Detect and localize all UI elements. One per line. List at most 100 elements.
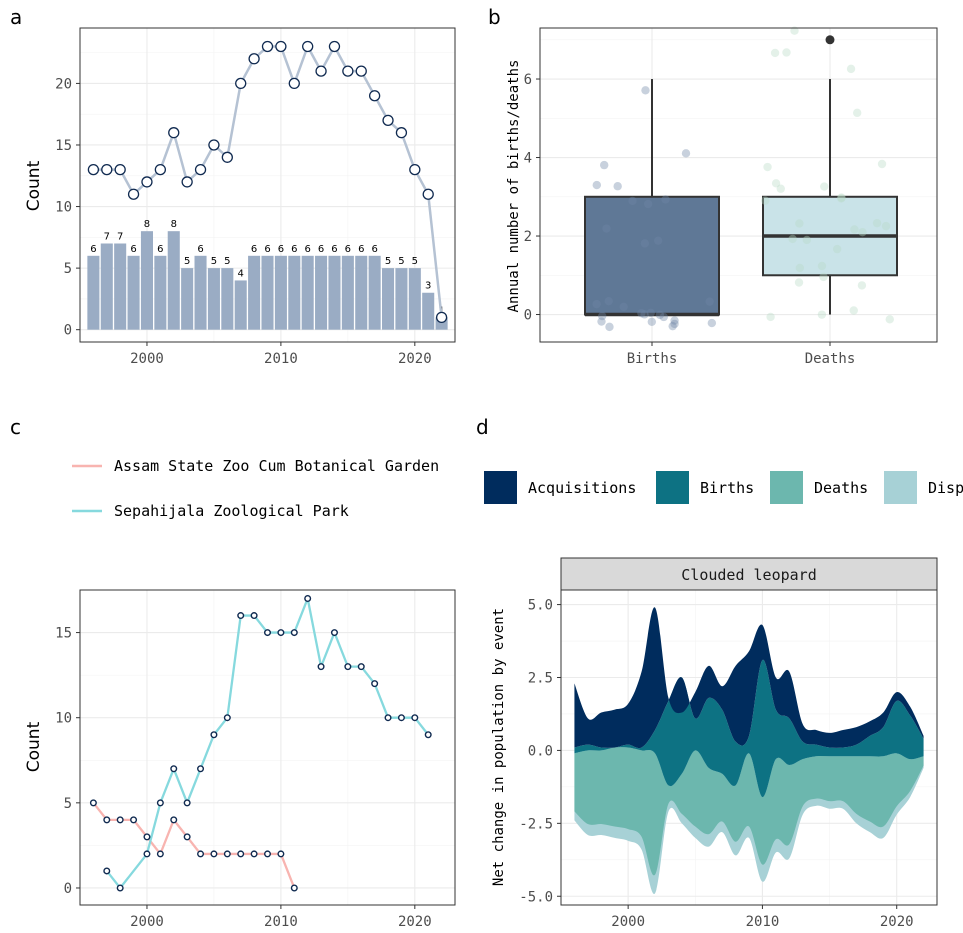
- panel-a-bar: [301, 255, 314, 330]
- panel-b-ytick-label: 0: [524, 308, 532, 324]
- panel-c-panel-border: [79, 589, 456, 906]
- panel-a-point: [235, 77, 247, 90]
- panel-b-jitter-point: [837, 193, 846, 202]
- panel-c-point: [237, 612, 245, 620]
- panel-a-bar: [328, 255, 341, 330]
- panel-a-point: [288, 77, 300, 90]
- panel-a-point: [395, 127, 408, 139]
- panel-a-bar-label: 7: [104, 231, 110, 242]
- panel-b-chart: 0 2 4 6 Births Deaths Annual number of births/…: [506, 26, 938, 367]
- panel-d-xtick-label: 2000: [611, 914, 645, 930]
- panel-a-point: [261, 40, 274, 53]
- panel-b-jitter-point: [817, 261, 827, 271]
- panel-a-bar: [194, 255, 207, 330]
- panel-b-jitter-point: [766, 312, 775, 322]
- panel-b-jitter-point: [790, 26, 799, 35]
- panel-a-bar-label: 3: [425, 281, 431, 292]
- panel-b-outlier: [825, 35, 835, 45]
- panel-a-point: [355, 65, 367, 77]
- panel-c-point: [424, 731, 432, 739]
- panel-c-point: [89, 799, 97, 807]
- panel-a-bar: [87, 255, 100, 330]
- panel-b-jitter-point: [605, 322, 614, 332]
- panel-b-jitter-point: [776, 184, 785, 193]
- panel-a-point: [221, 151, 233, 163]
- panel-d-ytick-label: 5.0: [528, 598, 553, 614]
- panel-c-point: [317, 663, 325, 671]
- panel-c-chart: Assam State Zoo Cum Botanical Garden Sepa…: [24, 457, 456, 930]
- panel-b-ytick-label: 6: [524, 72, 532, 88]
- panel-a-bar: [114, 243, 127, 330]
- panel-a-bar-label: 6: [331, 244, 337, 255]
- panel-a-point: [275, 40, 287, 53]
- panel-b-jitter-point: [653, 236, 663, 245]
- panel-c-point: [237, 850, 245, 858]
- panel-c-point: [156, 799, 164, 807]
- panel-c-ylabel: Count: [24, 721, 44, 772]
- panel-c-ytick-label: 5: [64, 796, 72, 812]
- panel-a-bar: [167, 231, 180, 330]
- panel-c-series-line: [105, 594, 430, 890]
- panel-b-jitter-point: [597, 311, 607, 321]
- panel-b-jitter-point: [850, 225, 859, 234]
- panel-a-point: [315, 65, 327, 77]
- panel-a-point: [114, 163, 126, 176]
- panel-c-point: [103, 816, 111, 824]
- panel-a-bar: [234, 280, 247, 330]
- panel-a-ytick-label: 20: [55, 76, 72, 92]
- panel-b-jitter-point: [846, 64, 856, 74]
- panel-b-jitter-point: [763, 162, 772, 172]
- panel-b-jitter-point: [788, 234, 797, 244]
- panel-c-point: [304, 595, 312, 603]
- panel-a-point: [342, 65, 354, 77]
- panel-c-xtick-label: 2020: [398, 914, 432, 930]
- panel-d-area-acquisitions: [574, 607, 924, 749]
- panel-a-bar: [140, 231, 153, 330]
- panel-a-bar: [368, 255, 381, 330]
- panel-a-bar: [261, 255, 274, 330]
- panel-b-jitter-point: [872, 218, 882, 228]
- panel-c-point: [130, 816, 138, 824]
- panel-b-jitter-point: [820, 182, 829, 191]
- panel-b-jitter-point: [668, 321, 677, 331]
- panel-a-point: [154, 163, 167, 176]
- panel-b-jitter-point: [659, 312, 668, 322]
- panel-a-point: [409, 163, 421, 176]
- panel-c-xtick-label: 2000: [130, 914, 164, 930]
- panel-d-ytick-label: -2.5: [519, 816, 553, 832]
- panel-a-bar: [248, 255, 261, 330]
- panel-c-point: [143, 850, 151, 858]
- panel-b-jitter-point: [705, 297, 714, 306]
- panel-a-bar-label: 5: [412, 256, 418, 267]
- panel-c-point: [210, 850, 218, 858]
- panel-letter-c: c: [10, 415, 21, 439]
- panel-a-bar-label: 4: [238, 268, 244, 279]
- panel-c-point: [250, 850, 258, 858]
- panel-b-jitter-point: [795, 263, 805, 273]
- panel-b-ytick-label: 2: [524, 229, 532, 245]
- panel-b-jitter-point: [877, 159, 887, 169]
- panel-c-point: [411, 714, 419, 722]
- panel-b-jitter-point: [858, 227, 867, 237]
- panel-b-jitter-point: [849, 306, 858, 315]
- panel-c-point: [384, 714, 392, 722]
- panel-a-bar-label: 6: [157, 244, 163, 255]
- panel-c-point: [264, 629, 272, 637]
- panel-b-jitter-point: [640, 239, 650, 248]
- panel-b-jitter-point: [637, 308, 646, 318]
- panel-a-point: [248, 53, 260, 65]
- panel-c-series-line: [92, 802, 296, 889]
- panel-a-xtick-label: 2010: [264, 351, 298, 367]
- panel-a-point: [368, 90, 381, 102]
- panel-a-bar: [408, 268, 421, 330]
- panel-d-legend-key: [770, 471, 803, 504]
- panel-b-jitter-point: [885, 315, 894, 324]
- panel-c-point: [210, 731, 218, 739]
- panel-a-point: [208, 139, 220, 151]
- panel-a-bar-label: 6: [278, 244, 284, 255]
- panel-a-bar-label: 6: [251, 244, 257, 255]
- panel-b-jitter-point: [641, 86, 650, 95]
- panel-b-jitter-point: [592, 299, 601, 309]
- panel-a-bar-label: 5: [184, 256, 190, 267]
